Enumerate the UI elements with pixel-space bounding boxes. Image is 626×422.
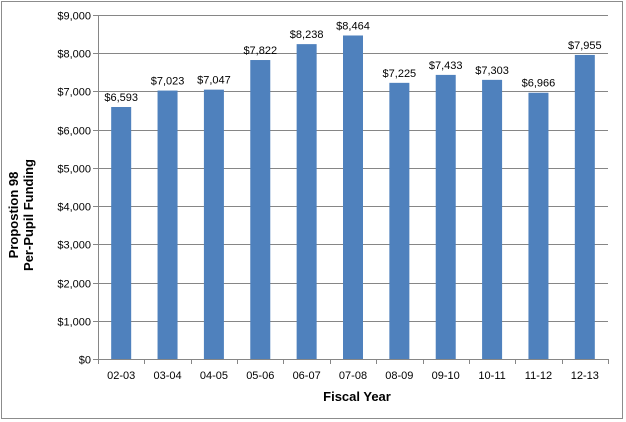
x-tick-label: 10-11 — [478, 370, 505, 382]
y-axis-title-line-2: Per-Pupil Funding — [21, 159, 36, 271]
bar — [250, 60, 271, 359]
data-label: $7,955 — [568, 40, 602, 52]
bar — [343, 35, 363, 359]
x-tick-label: 04-05 — [200, 370, 228, 382]
bar — [574, 54, 595, 359]
bar — [203, 89, 224, 359]
x-tick-label: 08-09 — [385, 370, 413, 382]
y-tick-label: $9,000 — [57, 11, 91, 23]
y-tick-label: $8,000 — [57, 49, 91, 61]
y-axis-title: Propostion 98 Per-Pupil Funding — [6, 159, 36, 271]
bar — [296, 44, 317, 359]
x-tick-label: 02-03 — [107, 370, 135, 382]
bars — [111, 35, 595, 360]
data-label: $8,238 — [290, 29, 324, 41]
bar — [157, 90, 178, 359]
y-axis-title-line-1: Propostion 98 — [6, 172, 21, 259]
data-label: $8,464 — [336, 20, 370, 32]
x-tick-label: 05-06 — [246, 370, 274, 382]
data-label: $7,023 — [151, 76, 185, 88]
x-tick-label: 11-12 — [525, 370, 552, 382]
y-tick-label: $0 — [79, 355, 91, 367]
data-label: $7,225 — [383, 68, 417, 80]
x-tick-label: 06-07 — [293, 370, 321, 382]
x-tick-label: 03-04 — [153, 370, 181, 382]
y-tick-label: $2,000 — [57, 279, 91, 291]
y-tick-labels: $0 $1,000 $2,000 $3,000 $4,000 $5,000 $6,000 $7… — [57, 11, 91, 367]
bar — [435, 74, 456, 359]
x-tick-label: 07-08 — [339, 370, 367, 382]
data-label: $7,303 — [475, 65, 509, 77]
y-tick-label: $4,000 — [57, 202, 91, 214]
bar — [111, 107, 132, 359]
data-labels: $6,593 $7,023 $7,047 $7,822 $8,238 $8,464 $7,2… — [104, 20, 601, 104]
x-tick-label: 12-13 — [571, 370, 599, 382]
bar — [528, 92, 549, 359]
y-tick-label: $6,000 — [57, 126, 91, 138]
y-tick-label: $5,000 — [57, 164, 91, 176]
x-axis-title: Fiscal Year — [323, 389, 391, 404]
y-tick-label: $3,000 — [57, 240, 91, 252]
data-label: $7,047 — [197, 75, 231, 87]
data-label: $7,433 — [429, 60, 463, 72]
x-tick-labels: 02-03 03-04 04-05 05-06 06-07 07-08 08-09 09-10… — [107, 370, 599, 382]
axes — [93, 15, 609, 364]
y-tick-label: $7,000 — [57, 87, 91, 99]
x-tick-label: 09-10 — [432, 370, 460, 382]
y-tick-label: $1,000 — [57, 317, 91, 329]
bar — [482, 79, 503, 360]
data-label: $6,966 — [522, 78, 556, 90]
data-label: $7,822 — [243, 45, 277, 57]
data-label: $6,593 — [104, 92, 138, 104]
bar — [389, 82, 410, 359]
